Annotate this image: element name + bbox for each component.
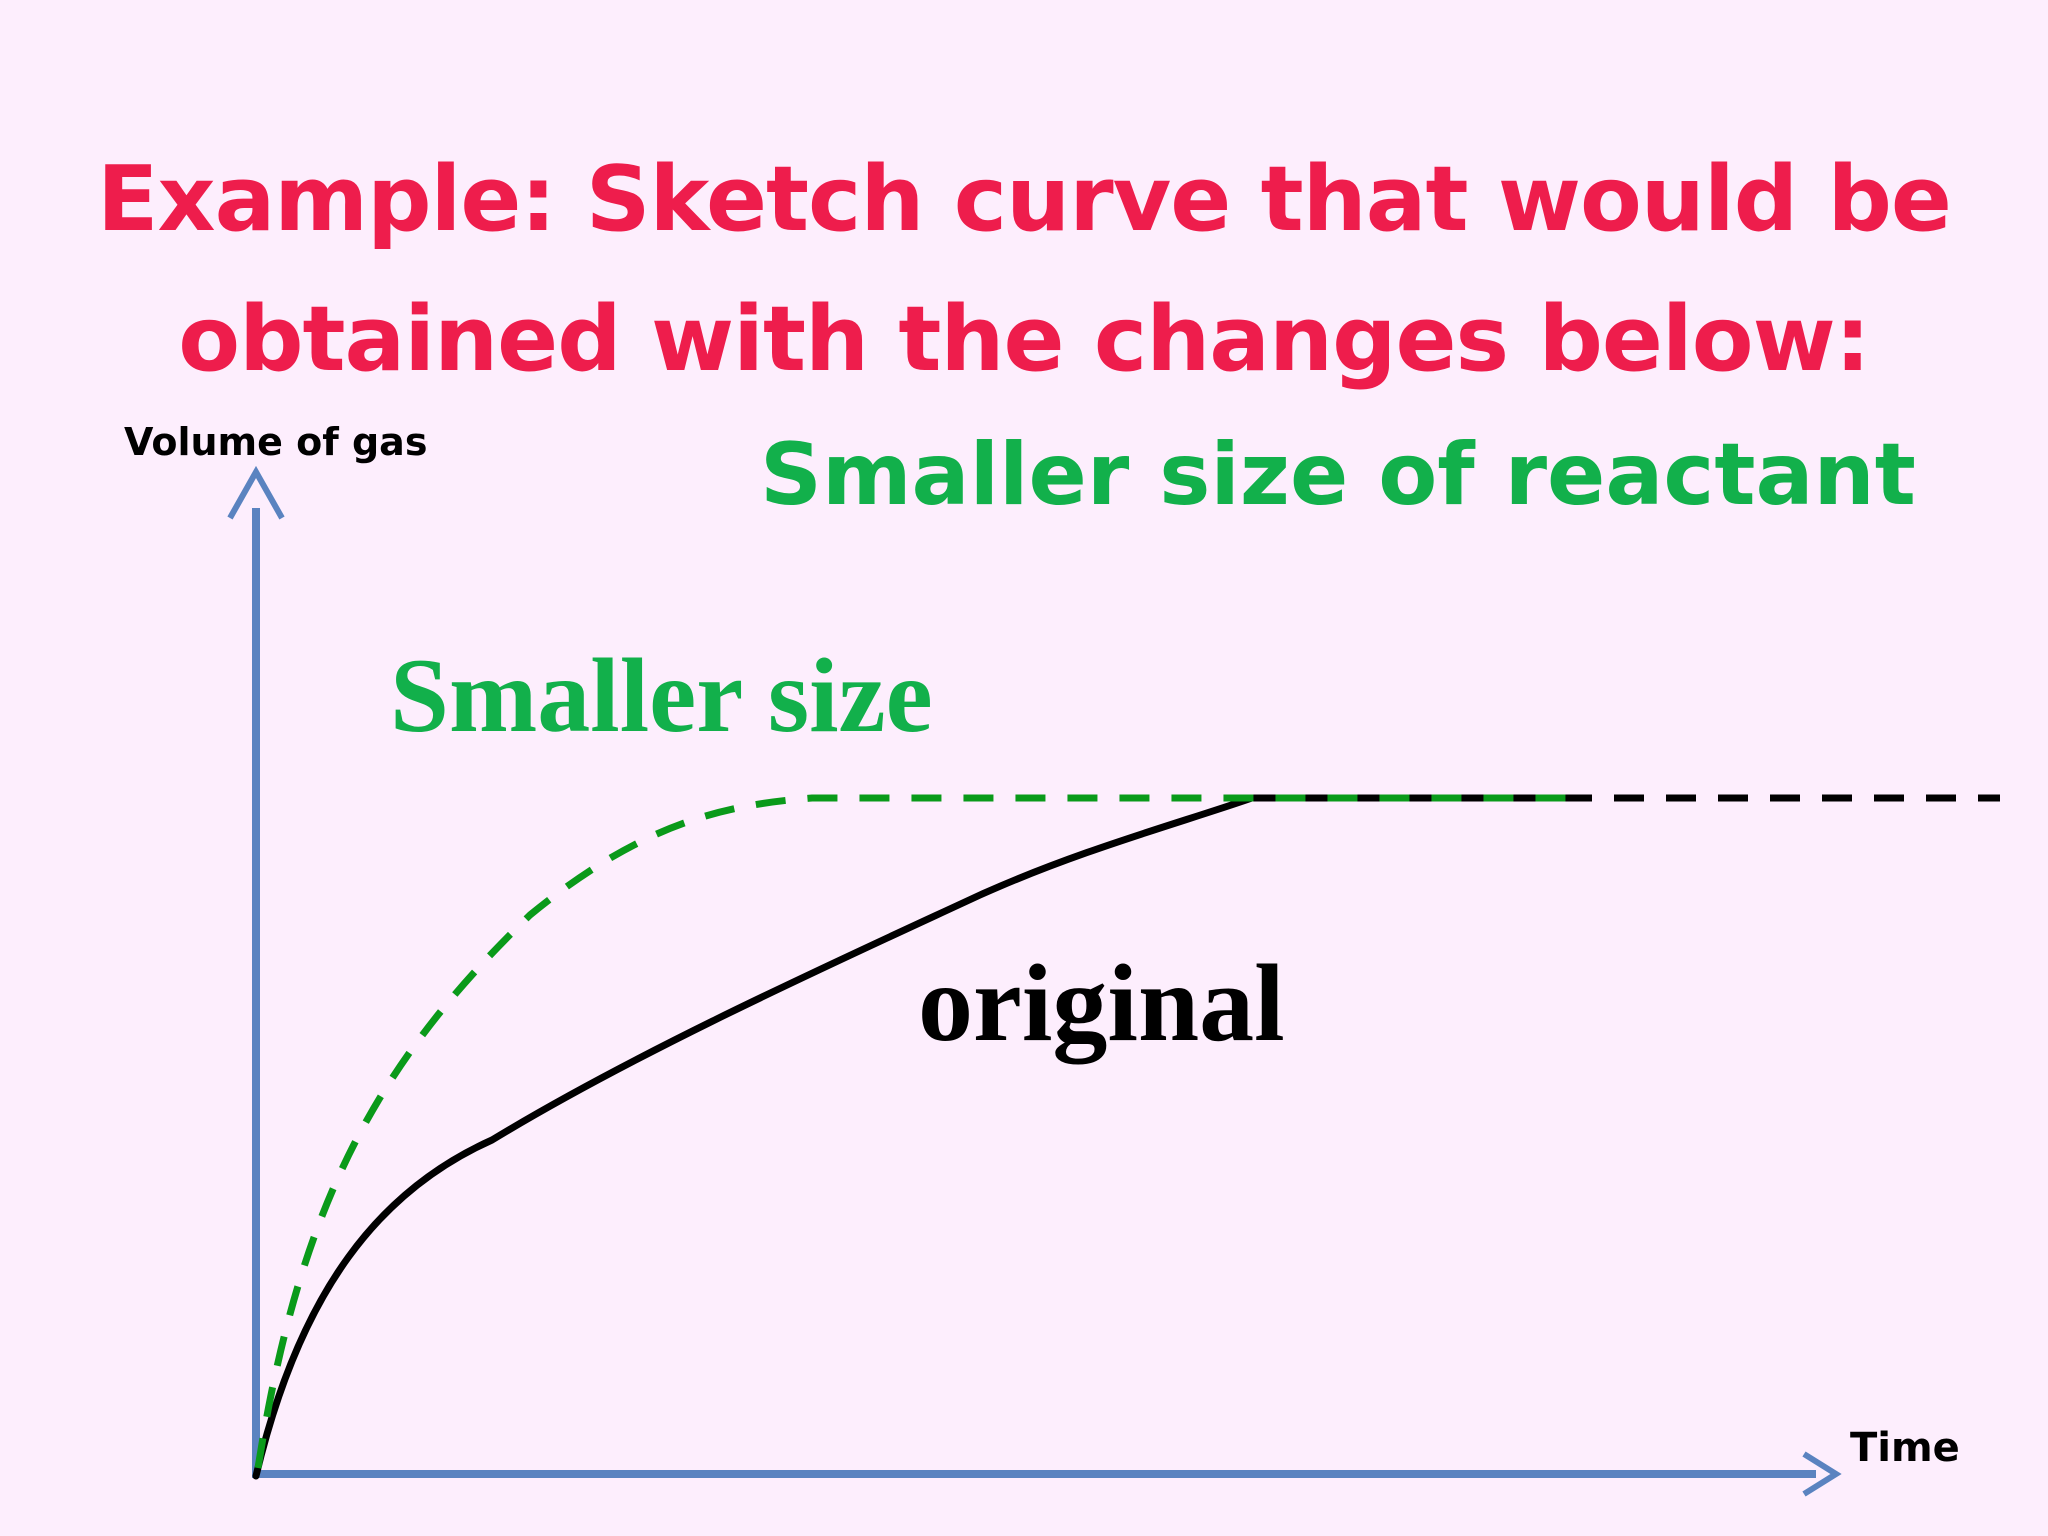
title-line-2: obtained with the changes below: xyxy=(178,287,1871,392)
x-axis-label: Time xyxy=(1850,1425,1960,1471)
slide-title: Example: Sketch curve that would be obta… xyxy=(0,130,2048,410)
y-axis-label: Volume of gas xyxy=(124,420,428,464)
x-axis-arrowhead xyxy=(1802,1451,1842,1497)
title-line-1: Example: Sketch curve that would be xyxy=(97,147,1952,252)
slide-subtitle: Smaller size of reactant xyxy=(760,425,1916,525)
smaller-size-label: Smaller size xyxy=(390,637,933,754)
y-axis-arrowhead xyxy=(227,465,285,520)
original-label: original xyxy=(918,942,1285,1064)
original-curve xyxy=(252,794,1256,1480)
smaller-size-curve xyxy=(254,794,1570,1469)
